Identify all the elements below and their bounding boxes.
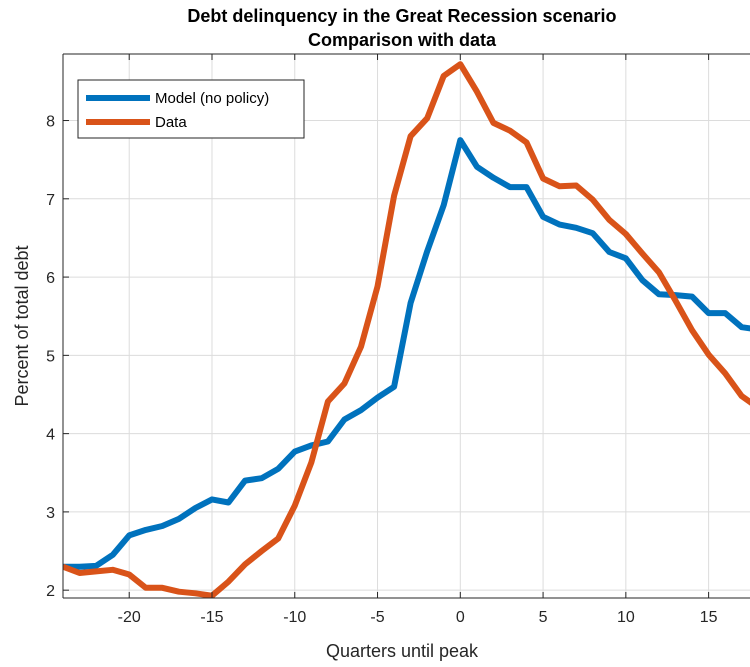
axes: [62, 53, 750, 599]
x-tick-label: 0: [456, 609, 465, 626]
chart-subtitle: Comparison with data: [308, 30, 497, 50]
tick-labels: -20 -15 -10 -5 0 5 10 15 2 3 4 5 6 7 8: [46, 114, 718, 626]
x-axis-label: Quarters until peak: [326, 641, 479, 661]
series-line-model: [63, 137, 750, 570]
y-axis-label: Percent of total debt: [12, 245, 32, 406]
series-layer: [63, 61, 750, 598]
x-tick-label: 15: [700, 609, 718, 626]
x-tick-label: 10: [617, 609, 635, 626]
y-tick-label: 8: [46, 114, 55, 131]
legend-label-model: Model (no policy): [155, 90, 269, 107]
legend: Model (no policy) Data: [77, 79, 305, 139]
x-tick-label: 5: [539, 609, 548, 626]
y-tick-label: 7: [46, 192, 55, 209]
y-tick-label: 3: [46, 505, 55, 522]
y-tick-label: 2: [46, 583, 55, 600]
x-tick-label: -5: [370, 609, 384, 626]
y-tick-label: 5: [46, 348, 55, 365]
chart-title: Debt delinquency in the Great Recession …: [187, 6, 616, 26]
x-tick-label: -10: [283, 609, 306, 626]
legend-box: [77, 79, 305, 139]
x-tick-label: -20: [118, 609, 141, 626]
legend-label-data: Data: [155, 114, 187, 131]
series-line-data: [63, 61, 750, 598]
x-tick-label: -15: [200, 609, 223, 626]
y-tick-label: 6: [46, 270, 55, 287]
y-tick-label: 4: [46, 427, 55, 444]
